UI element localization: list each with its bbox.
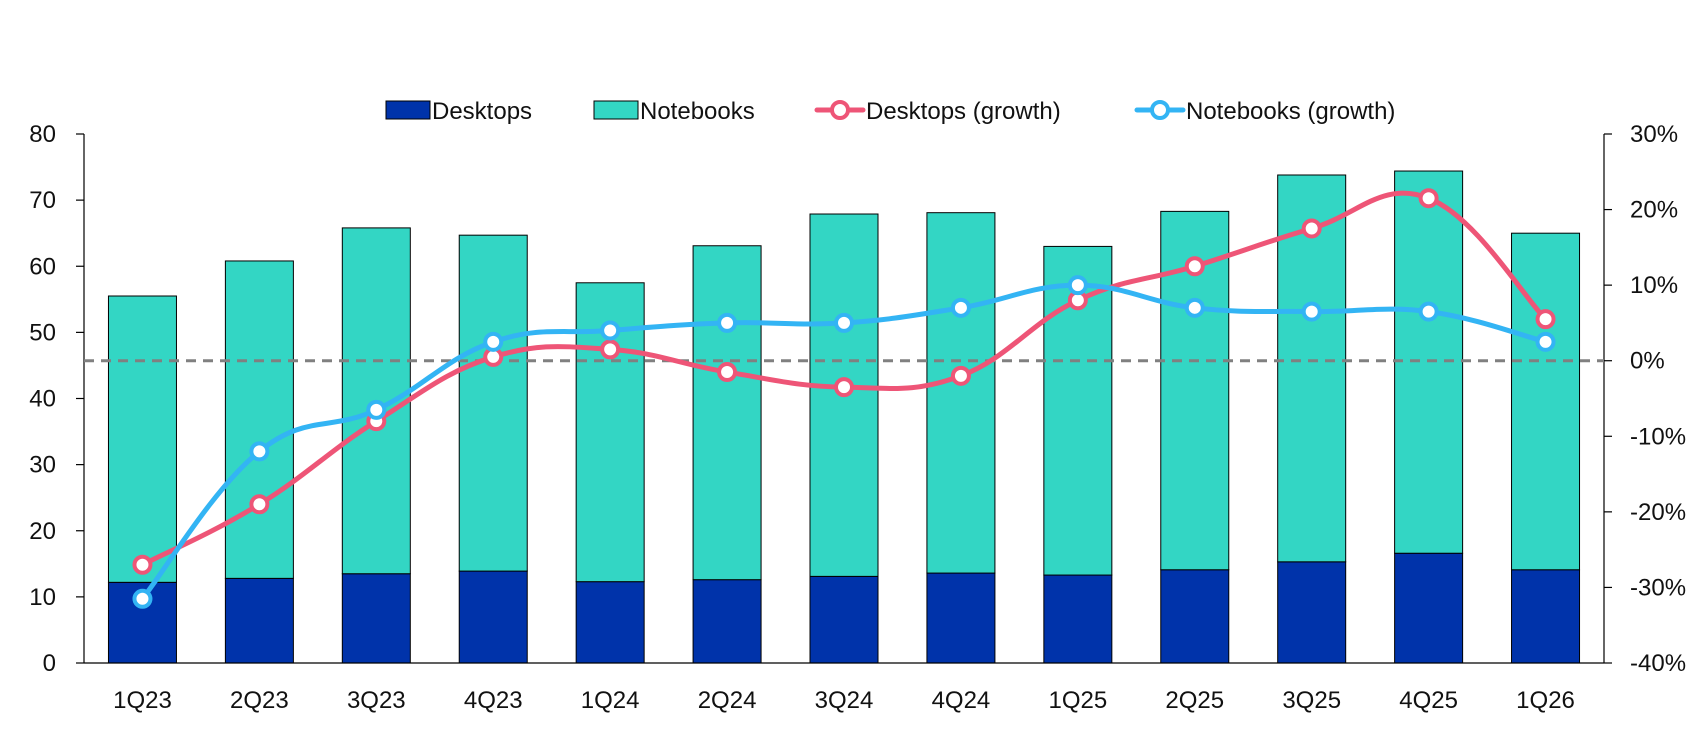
left-tick-label: 80 [29, 121, 56, 148]
legend-swatch-notebooks [593, 100, 639, 120]
x-tick-label-2q23: 2Q23 [230, 687, 289, 714]
legend-label-desktops: Desktops [432, 98, 532, 125]
bar-desktops-1q25 [1043, 574, 1113, 664]
legend-label-desktops-growth: Desktops (growth) [866, 98, 1061, 125]
bar-notebooks-1q26 [1511, 232, 1581, 571]
left-tick-label: 10 [29, 584, 56, 611]
left-tick-label: 60 [29, 253, 56, 280]
left-tick-label: 70 [29, 187, 56, 214]
x-tick-label-4q24: 4Q24 [932, 687, 991, 714]
x-tick-label-4q25: 4Q25 [1399, 687, 1458, 714]
point-notebooks-growth-2q24 [717, 312, 738, 333]
bar-desktops-4q25 [1394, 552, 1464, 664]
right-tick-label: -40% [1630, 650, 1686, 677]
bars-layer [107, 170, 1581, 664]
x-tick-label-3q25: 3Q25 [1282, 687, 1341, 714]
x-tick-label-1q25: 1Q25 [1048, 687, 1107, 714]
legend-item-desktops: Desktops [385, 98, 532, 125]
x-tick-label-3q23: 3Q23 [347, 687, 406, 714]
right-tick-label: -20% [1630, 499, 1686, 526]
x-tick-label-2q25: 2Q25 [1165, 687, 1224, 714]
point-notebooks-growth-1q24 [600, 320, 621, 341]
bar-notebooks-3q25 [1277, 174, 1347, 563]
point-desktops-growth-2q24 [717, 362, 738, 383]
point-notebooks-growth-3q25 [1301, 301, 1322, 322]
bar-notebooks-1q23 [107, 295, 177, 583]
right-tick-label: -10% [1630, 423, 1686, 450]
bar-desktops-4q24 [926, 572, 996, 664]
bar-desktops-4q23 [458, 570, 528, 664]
point-desktops-growth-4q25 [1418, 188, 1439, 209]
legend-label-notebooks: Notebooks [640, 98, 755, 125]
x-tick-label-2q24: 2Q24 [698, 687, 757, 714]
point-notebooks-growth-4q24 [950, 297, 971, 318]
point-notebooks-growth-3q24 [834, 312, 854, 333]
x-tick-label-1q24: 1Q24 [581, 687, 640, 714]
bar-desktops-3q25 [1277, 561, 1347, 664]
legend-swatch-marker-desktops-growth [830, 100, 850, 120]
left-tick-label: 40 [29, 386, 56, 413]
right-tick-label: 20% [1630, 197, 1678, 224]
legend-swatch-marker-notebooks-growth [1150, 100, 1170, 120]
bar-desktops-2q23 [224, 577, 294, 664]
point-notebooks-growth-1q23 [132, 588, 153, 609]
point-desktops-growth-4q24 [950, 365, 971, 386]
left-tick-label: 30 [29, 452, 56, 479]
bar-desktops-2q24 [692, 579, 762, 664]
x-tick-label-4q23: 4Q23 [464, 687, 523, 714]
bar-desktops-3q23 [341, 573, 411, 664]
point-desktops-growth-1q24 [600, 339, 621, 360]
point-notebooks-growth-3q23 [366, 399, 387, 420]
point-desktops-growth-1q23 [132, 554, 153, 575]
bar-desktops-2q25 [1160, 569, 1230, 664]
left-tick-label: 0 [43, 650, 56, 677]
point-notebooks-growth-1q26 [1535, 331, 1556, 352]
legend: Desktops Notebooks Desktops (growth) Notebo… [385, 98, 1395, 125]
bar-notebooks-2q23 [224, 260, 294, 579]
bar-desktops-1q24 [575, 581, 645, 664]
tick-labels-layer: 0 10 20 30 40 50 60 70 80 -40% -30% -20% -10% 0% 10% 20… [29, 121, 1686, 714]
bar-notebooks-4q24 [926, 212, 996, 574]
point-desktops-growth-2q23 [249, 494, 270, 515]
x-tick-label-3q24: 3Q24 [815, 687, 874, 714]
right-tick-label: 30% [1630, 121, 1678, 148]
point-notebooks-growth-1q25 [1067, 275, 1088, 296]
bar-notebooks-4q23 [458, 234, 528, 572]
legend-item-notebooks-growth: Notebooks (growth) [1134, 98, 1395, 125]
left-tick-label: 50 [29, 319, 56, 346]
growth-lines-layer [132, 188, 1556, 609]
right-tick-label: -30% [1630, 574, 1686, 601]
bar-desktops-1q26 [1511, 569, 1581, 664]
left-tick-label: 20 [29, 518, 56, 545]
right-tick-label: 0% [1630, 348, 1665, 375]
point-notebooks-growth-4q23 [483, 331, 504, 352]
point-desktops-growth-2q25 [1184, 256, 1205, 277]
point-desktops-growth-1q26 [1535, 309, 1556, 330]
point-notebooks-growth-4q25 [1418, 301, 1439, 322]
bar-notebooks-2q24 [692, 245, 762, 581]
legend-item-desktops-growth: Desktops (growth) [814, 98, 1061, 125]
x-tick-label-1q26: 1Q26 [1516, 687, 1575, 714]
legend-label-notebooks-growth: Notebooks (growth) [1186, 98, 1395, 125]
x-tick-label-1q23: 1Q23 [113, 687, 172, 714]
point-desktops-growth-3q25 [1301, 218, 1322, 239]
legend-swatch-desktops [385, 100, 431, 120]
axes-layer [76, 133, 1612, 664]
point-desktops-growth-3q24 [834, 377, 854, 398]
point-notebooks-growth-2q23 [249, 441, 270, 462]
point-notebooks-growth-2q25 [1184, 297, 1205, 318]
bar-desktops-3q24 [809, 575, 879, 664]
right-tick-label: 10% [1630, 272, 1678, 299]
legend-item-notebooks: Notebooks [593, 98, 755, 125]
